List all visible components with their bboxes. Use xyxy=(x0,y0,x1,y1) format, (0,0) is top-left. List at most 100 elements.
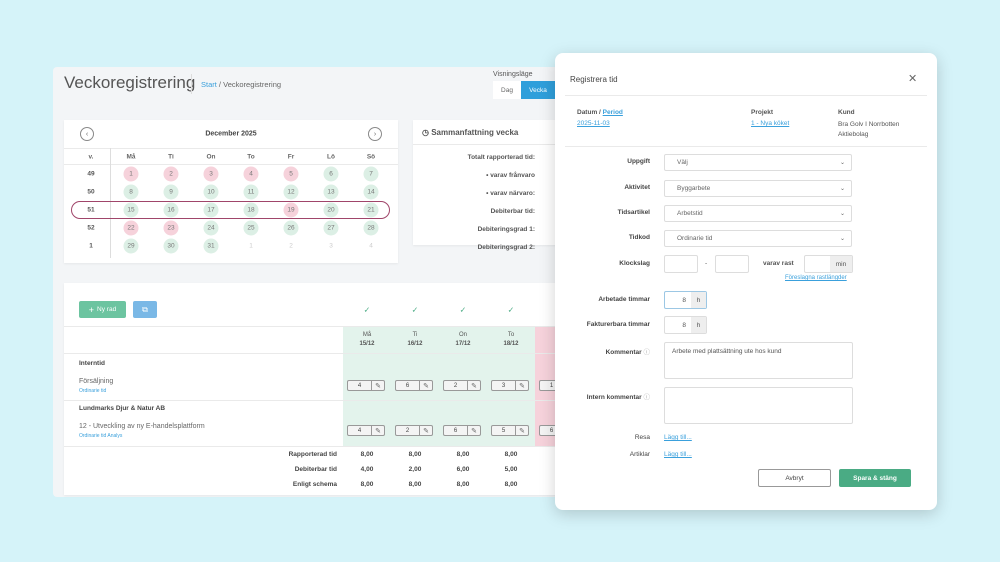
aktivitet-label: Aktivitet xyxy=(624,184,650,191)
calendar-day[interactable]: 22 xyxy=(123,220,139,236)
hours-value[interactable]: 2 xyxy=(396,426,420,435)
aktivitet-select[interactable]: Byggarbete ⌄ xyxy=(664,180,852,197)
week-number[interactable]: 50 xyxy=(87,188,95,196)
time-cell[interactable]: 2 ✎ xyxy=(443,380,481,391)
help-icon: ⓘ xyxy=(643,349,651,356)
calendar-day[interactable]: 4 xyxy=(243,166,259,182)
time-cell[interactable]: 3 ✎ xyxy=(491,380,529,391)
uppgift-select[interactable]: Välj ⌄ xyxy=(664,154,852,171)
prev-month-button[interactable]: ‹ xyxy=(80,127,94,141)
calendar-day[interactable]: 5 xyxy=(283,166,299,182)
copy-icon[interactable]: ⧉ xyxy=(133,301,157,318)
calendar-day[interactable]: 31 xyxy=(203,238,219,254)
calendar-day[interactable]: 27 xyxy=(323,220,339,236)
tidkod-select[interactable]: Ordinarie tid ⌄ xyxy=(664,230,852,247)
calendar-day[interactable]: 6 xyxy=(323,166,339,182)
calendar-day[interactable]: 2 xyxy=(163,166,179,182)
cancel-button[interactable]: Avbryt xyxy=(758,469,831,487)
edit-icon[interactable]: ✎ xyxy=(519,382,525,390)
hours-value[interactable]: 4 xyxy=(348,381,372,390)
calendar-day[interactable]: 9 xyxy=(163,184,179,200)
edit-icon[interactable]: ✎ xyxy=(375,427,381,435)
calendar-day[interactable]: 26 xyxy=(283,220,299,236)
calendar-day[interactable]: 20 xyxy=(323,202,339,218)
add-trip-link[interactable]: Lägg till... xyxy=(664,434,692,441)
next-month-button[interactable]: › xyxy=(368,127,382,141)
end-time-input[interactable] xyxy=(715,255,749,273)
row-tag[interactable]: Ordinarie tid xyxy=(79,388,107,394)
view-week-button[interactable]: Vecka xyxy=(521,81,555,99)
suggested-breaks-link[interactable]: Föreslagna rastlängder xyxy=(785,275,847,281)
edit-icon[interactable]: ✎ xyxy=(471,427,477,435)
edit-icon[interactable]: ✎ xyxy=(471,382,477,390)
hours-value[interactable]: 5 xyxy=(492,426,516,435)
calendar-day[interactable]: 3 xyxy=(203,166,219,182)
time-cell[interactable]: 6✎ xyxy=(395,380,433,391)
time-cell[interactable]: 5 ✎ xyxy=(491,425,529,436)
row-tag[interactable]: Analys xyxy=(107,433,123,439)
internal-comment-textarea[interactable] xyxy=(664,387,853,424)
calendar-day[interactable]: 1 xyxy=(123,166,139,182)
calendar-day[interactable]: 28 xyxy=(363,220,379,236)
breadcrumb-start[interactable]: Start xyxy=(201,80,217,89)
hours-value[interactable]: 3 xyxy=(492,381,516,390)
calendar-day[interactable]: 3 xyxy=(329,242,333,250)
edit-icon[interactable]: ✎ xyxy=(519,427,525,435)
check-icon: ✓ xyxy=(459,305,467,315)
calendar-day[interactable]: 14 xyxy=(363,184,379,200)
hours-value[interactable]: 2 xyxy=(444,381,468,390)
calendar-day[interactable]: 7 xyxy=(363,166,379,182)
start-time-input[interactable] xyxy=(664,255,698,273)
calendar-day[interactable]: 17 xyxy=(203,202,219,218)
break-input[interactable]: min xyxy=(804,255,853,273)
calendar-day[interactable]: 12 xyxy=(283,184,299,200)
time-cell[interactable]: 2 ✎ xyxy=(395,425,433,436)
edit-icon[interactable]: ✎ xyxy=(423,427,429,435)
add-articles-link[interactable]: Lägg till... xyxy=(664,451,692,458)
date-link[interactable]: 2025-11-03 xyxy=(577,120,610,127)
hours-value[interactable]: 4 xyxy=(348,426,372,435)
calendar-day[interactable]: 11 xyxy=(243,184,259,200)
week-number[interactable]: 51 xyxy=(87,206,95,214)
chevron-down-icon: ⌄ xyxy=(839,211,845,217)
calendar-day[interactable]: 10 xyxy=(203,184,219,200)
edit-icon[interactable]: ✎ xyxy=(375,382,381,390)
time-cell[interactable]: 4 ✎ xyxy=(347,380,385,391)
calendar-day[interactable]: 30 xyxy=(163,238,179,254)
calendar-day[interactable]: 2 xyxy=(289,242,293,250)
tidsartikel-select[interactable]: Arbetstid ⌄ xyxy=(664,205,852,222)
project-link[interactable]: 1 - Nya köket xyxy=(751,120,790,127)
calendar-day[interactable]: 23 xyxy=(163,220,179,236)
comment-textarea[interactable]: Arbete med plattsättning ute hos kund xyxy=(664,342,853,379)
calendar-day[interactable]: 8 xyxy=(123,184,139,200)
calendar-day[interactable]: 19 xyxy=(283,202,299,218)
calendar-day[interactable]: 21 xyxy=(363,202,379,218)
new-row-button[interactable]: + Ny rad xyxy=(79,301,126,318)
save-close-button[interactable]: Spara & stäng xyxy=(839,469,911,487)
calendar-day[interactable]: 16 xyxy=(163,202,179,218)
calendar-day[interactable]: 4 xyxy=(369,242,373,250)
calendar-day[interactable]: 24 xyxy=(203,220,219,236)
hours-value[interactable]: 6 xyxy=(444,426,468,435)
calendar-day[interactable]: 13 xyxy=(323,184,339,200)
calendar-day[interactable]: 25 xyxy=(243,220,259,236)
calendar-day[interactable]: 18 xyxy=(243,202,259,218)
week-number[interactable]: 52 xyxy=(87,224,95,232)
week-number[interactable]: 49 xyxy=(87,170,95,178)
week-number[interactable]: 1 xyxy=(89,242,93,250)
calendar-day[interactable]: 29 xyxy=(123,238,139,254)
edit-icon[interactable]: ✎ xyxy=(423,382,429,390)
calendar-day[interactable]: 15 xyxy=(123,202,139,218)
totals-value: 8,00 xyxy=(456,481,470,488)
period-link[interactable]: Period xyxy=(602,109,623,116)
group-name: Lundmarks Djur & Natur AB xyxy=(79,405,166,412)
calendar-day[interactable]: 1 xyxy=(249,242,253,250)
row-tag[interactable]: Ordinarie tid xyxy=(79,433,108,439)
time-cell[interactable]: 6✎ xyxy=(443,425,481,436)
hours-value[interactable]: 6 xyxy=(396,381,420,390)
close-icon[interactable]: ✕ xyxy=(908,73,918,85)
time-cell[interactable]: 4 ✎ xyxy=(347,425,385,436)
view-day-button[interactable]: Dag xyxy=(493,81,521,99)
